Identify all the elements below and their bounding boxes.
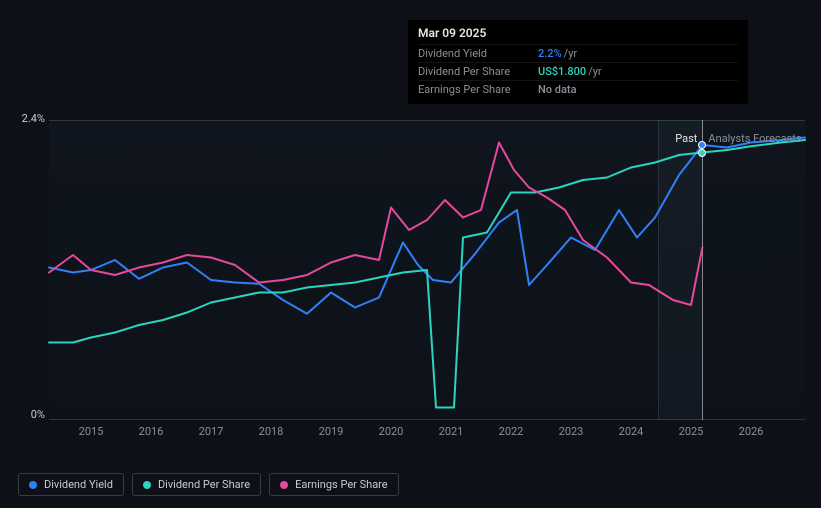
legend-earnings-per-share[interactable]: Earnings Per Share: [269, 473, 399, 496]
x-tick-label: 2016: [139, 425, 164, 438]
x-tick-label: 2017: [199, 425, 224, 438]
tooltip-row: Dividend Per ShareUS$1.800/yr: [418, 62, 738, 80]
x-tick-label: 2023: [559, 425, 584, 438]
chart-legend: Dividend Yield Dividend Per Share Earnin…: [18, 473, 399, 496]
forecast-label: Analysts Forecasts: [708, 132, 801, 145]
chart-tooltip: Mar 09 2025 Dividend Yield2.2%/yrDividen…: [408, 20, 748, 104]
legend-dot-icon: [143, 481, 151, 489]
x-tick-label: 2019: [319, 425, 344, 438]
plot-area[interactable]: [49, 120, 805, 420]
tooltip-row-value: US$1.800: [538, 65, 586, 78]
past-label: Past: [662, 132, 697, 145]
series-line: [49, 143, 702, 306]
tooltip-row: Earnings Per ShareNo data: [418, 80, 738, 98]
tooltip-row-suffix: /yr: [588, 65, 601, 78]
tooltip-row-value: 2.2%: [538, 47, 562, 60]
tooltip-row-label: Dividend Per Share: [418, 65, 538, 78]
x-tick-label: 2018: [259, 425, 284, 438]
x-tick-label: 2024: [619, 425, 644, 438]
dividend-chart: 2.4% 0% 20152016201720182019202020212022…: [18, 0, 805, 460]
legend-label: Earnings Per Share: [295, 478, 388, 491]
legend-dot-icon: [29, 481, 37, 489]
x-tick-label: 2026: [739, 425, 764, 438]
series-line: [49, 140, 805, 408]
tooltip-date: Mar 09 2025: [418, 26, 738, 44]
tooltip-row: Dividend Yield2.2%/yr: [418, 44, 738, 62]
legend-label: Dividend Yield: [44, 478, 113, 491]
x-tick-label: 2015: [79, 425, 104, 438]
tooltip-row-suffix: /yr: [564, 47, 577, 60]
y-tick-max: 2.4%: [5, 112, 45, 125]
y-tick-min: 0%: [5, 408, 45, 421]
x-tick-label: 2025: [679, 425, 704, 438]
tooltip-row-label: Dividend Yield: [418, 47, 538, 60]
series-line: [49, 138, 805, 314]
legend-dot-icon: [280, 481, 288, 489]
x-tick-label: 2020: [379, 425, 404, 438]
chart-lines: [49, 120, 805, 420]
tooltip-row-value: No data: [538, 83, 577, 96]
data-marker: [698, 149, 706, 157]
legend-dividend-per-share[interactable]: Dividend Per Share: [132, 473, 261, 496]
tooltip-row-label: Earnings Per Share: [418, 83, 538, 96]
legend-dividend-yield[interactable]: Dividend Yield: [18, 473, 124, 496]
legend-label: Dividend Per Share: [158, 478, 250, 491]
x-tick-label: 2022: [499, 425, 524, 438]
x-tick-label: 2021: [439, 425, 464, 438]
